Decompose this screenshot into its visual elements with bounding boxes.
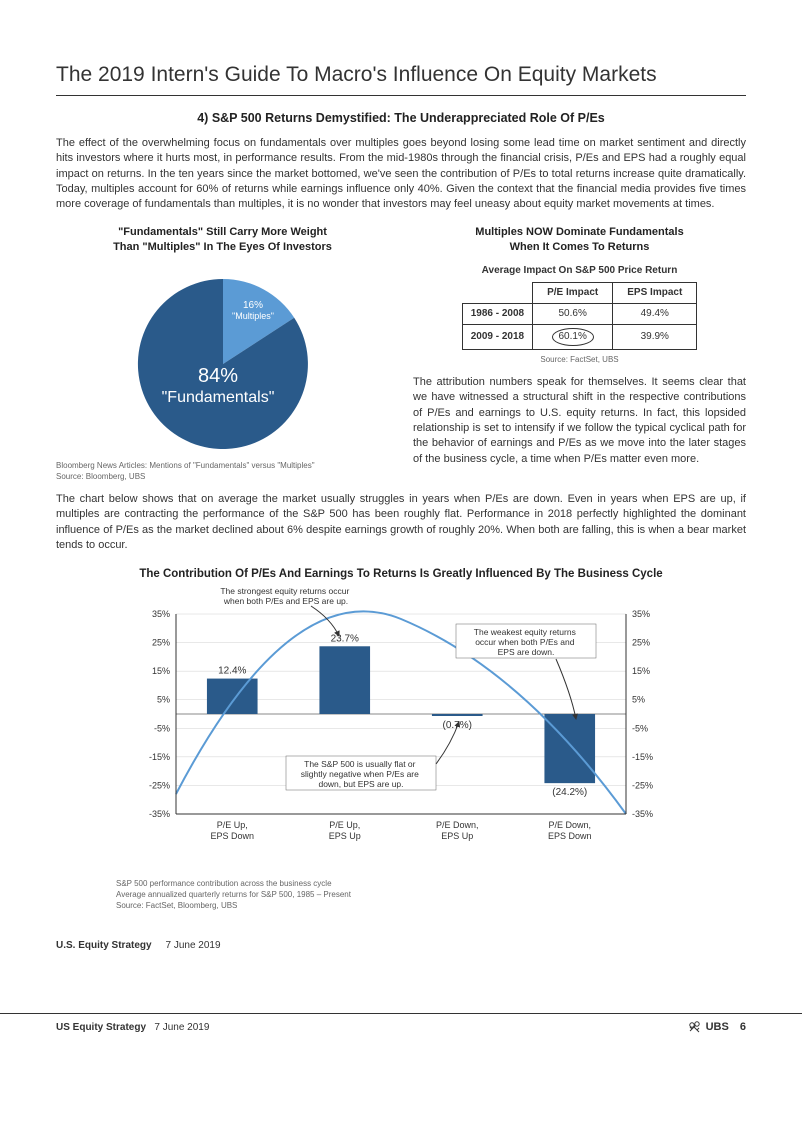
svg-text:25%: 25%	[152, 637, 170, 647]
pie-label-multiples-name: "Multiples"	[232, 311, 274, 321]
impact-title-line2: When It Comes To Returns	[510, 241, 650, 253]
svg-text:The S&P 500 is usually flat or: The S&P 500 is usually flat or slightly …	[301, 759, 422, 789]
table-row: 1986 - 2008 50.6% 49.4%	[462, 303, 697, 324]
byline: U.S. Equity Strategy 7 June 2019	[56, 929, 746, 953]
footer-brand-text: UBS	[706, 1020, 729, 1035]
table-header-pe: P/E Impact	[533, 282, 613, 303]
table-row-period: 2009 - 2018	[462, 324, 532, 349]
pie-source-note: Bloomberg News Articles: Mentions of "Fu…	[56, 460, 389, 482]
annotation-top-left: The strongest equity returns occur when …	[220, 586, 351, 606]
svg-text:-35%: -35%	[149, 809, 170, 819]
annotation-top-right: The weakest equity returns occur when bo…	[456, 624, 596, 658]
bar-value-label: 12.4%	[218, 665, 246, 676]
annotation-arrow	[556, 659, 576, 719]
x-axis-label: P/E Up,EPS Up	[329, 820, 361, 841]
chart-intro-paragraph: The chart below shows that on average th…	[56, 492, 746, 554]
bar-value-label: (24.2%)	[552, 787, 587, 798]
svg-text:35%: 35%	[152, 609, 170, 619]
x-axis-label: P/E Down,EPS Down	[548, 820, 592, 841]
impact-title-line1: Multiples NOW Dominate Fundamentals	[475, 226, 683, 238]
bar-chart-section: The Contribution Of P/Es And Earnings To…	[56, 566, 746, 912]
impact-table-title: Multiples NOW Dominate Fundamentals When…	[413, 225, 746, 256]
attribution-paragraph: The attribution numbers speak for themse…	[413, 375, 746, 467]
svg-text:-15%: -15%	[632, 752, 653, 762]
two-column-charts: "Fundamentals" Still Carry More Weight T…	[56, 225, 746, 482]
table-cell-eps: 49.4%	[613, 303, 697, 324]
svg-text:5%: 5%	[157, 694, 170, 704]
byline-date: 7 June 2019	[165, 940, 220, 951]
svg-text:-5%: -5%	[632, 723, 648, 733]
pie-chart-column: "Fundamentals" Still Carry More Weight T…	[56, 225, 389, 482]
svg-text:-35%: -35%	[632, 809, 653, 819]
svg-text:-25%: -25%	[149, 780, 170, 790]
footer-brand: UBS 6	[688, 1020, 746, 1035]
page-footer: US Equity Strategy 7 June 2019 UBS 6	[0, 1013, 802, 1055]
page-title: The 2019 Intern's Guide To Macro's Influ…	[56, 60, 746, 96]
bar	[432, 714, 483, 716]
byline-team: U.S. Equity Strategy	[56, 940, 152, 951]
bar-value-label: 23.7%	[331, 633, 359, 644]
x-axis-label: P/E Down,EPS Up	[436, 820, 479, 841]
table-cell-pe-circled: 60.1%	[533, 324, 613, 349]
bar	[319, 646, 370, 714]
footer-date: 7 June 2019	[154, 1022, 209, 1033]
table-header-blank	[462, 282, 532, 303]
svg-text:15%: 15%	[152, 666, 170, 676]
svg-text:-5%: -5%	[154, 723, 170, 733]
svg-text:15%: 15%	[632, 666, 650, 676]
svg-text:25%: 25%	[632, 637, 650, 647]
footer-team: US Equity Strategy	[56, 1022, 146, 1033]
table-header-row: P/E Impact EPS Impact	[462, 282, 697, 303]
table-row-period: 1986 - 2008	[462, 303, 532, 324]
pie-label-fundamentals-pct: 84%	[197, 365, 237, 387]
x-axis-labels: P/E Up,EPS Down P/E Up,EPS Up P/E Down,EPS…	[210, 820, 591, 841]
impact-table: P/E Impact EPS Impact 1986 - 2008 50.6% …	[462, 282, 698, 350]
svg-text:-25%: -25%	[632, 780, 653, 790]
bar	[207, 678, 258, 713]
svg-text:-15%: -15%	[149, 752, 170, 762]
table-header-eps: EPS Impact	[613, 282, 697, 303]
annotation-arrow	[311, 606, 339, 636]
table-cell-pe: 50.6%	[533, 303, 613, 324]
pie-label-fundamentals-name: "Fundamentals"	[161, 389, 274, 406]
bar-chart-source: S&P 500 performance contribution across …	[116, 878, 746, 912]
table-cell-eps: 39.9%	[613, 324, 697, 349]
svg-text:5%: 5%	[632, 694, 645, 704]
ubs-keys-icon	[688, 1021, 702, 1035]
pie-title-line2: Than "Multiples" In The Eyes Of Investor…	[113, 241, 332, 253]
pie-chart-title: "Fundamentals" Still Carry More Weight T…	[56, 225, 389, 256]
intro-paragraph: The effect of the overwhelming focus on …	[56, 136, 746, 213]
table-row: 2009 - 2018 60.1% 39.9%	[462, 324, 697, 349]
impact-subtitle: Average Impact On S&P 500 Price Return	[413, 264, 746, 278]
annotation-bottom-mid: The S&P 500 is usually flat or slightly …	[286, 756, 436, 790]
section-heading: 4) S&P 500 Returns Demystified: The Unde…	[56, 110, 746, 128]
pie-title-line1: "Fundamentals" Still Carry More Weight	[118, 226, 327, 238]
bar-chart-title: The Contribution Of P/Es And Earnings To…	[56, 566, 746, 582]
footer-page-number: 6	[740, 1020, 746, 1035]
svg-text:35%: 35%	[632, 609, 650, 619]
bar-chart: 35% 35% 25% 25% 15% 15% 5% 5% -5% -5% -15% -15% -25%…	[121, 584, 681, 874]
pie-label-multiples-pct: 16%	[242, 300, 262, 311]
impact-table-column: Multiples NOW Dominate Fundamentals When…	[413, 225, 746, 482]
x-axis-label: P/E Up,EPS Down	[210, 820, 254, 841]
pie-chart: 16% "Multiples" 84% "Fundamentals"	[113, 264, 333, 454]
impact-table-source: Source: FactSet, UBS	[413, 354, 746, 365]
